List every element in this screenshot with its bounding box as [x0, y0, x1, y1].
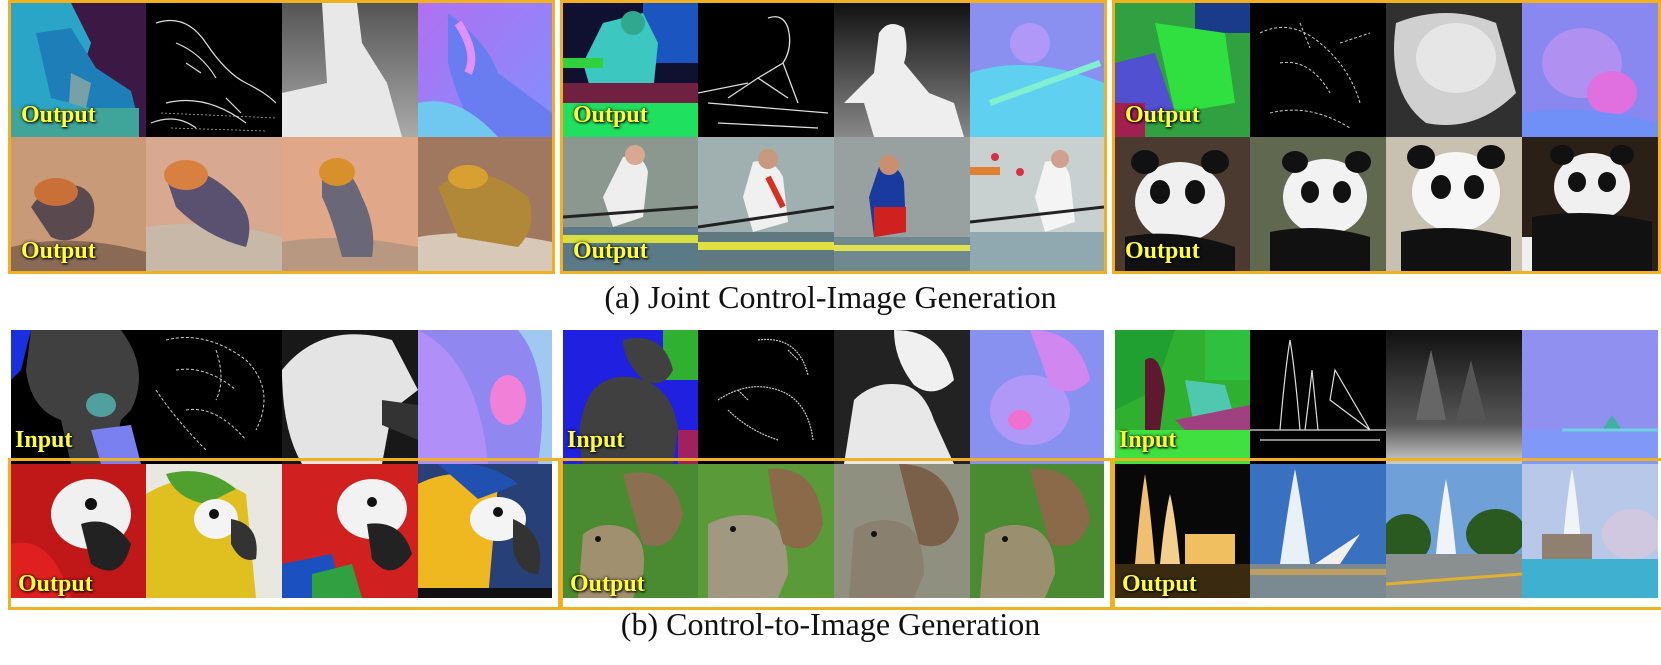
panel-squirrel-control: Input Output [560, 330, 1113, 610]
generated-image [563, 464, 698, 598]
generated-image [1115, 464, 1250, 598]
generated-image [418, 137, 552, 271]
caption-joint-generation: (a) Joint Control-Image Generation [604, 279, 1057, 315]
normal-map [1522, 3, 1658, 137]
output-frame [560, 458, 1113, 610]
generated-image [146, 137, 282, 271]
generated-image [698, 464, 834, 598]
generated-image [1250, 464, 1386, 598]
edge-map [698, 330, 834, 464]
segmentation-map [11, 330, 146, 464]
generated-image [563, 137, 698, 271]
generated-image [282, 137, 418, 271]
generated-image [1522, 137, 1658, 271]
edge-map [1250, 3, 1386, 137]
depth-map [1386, 330, 1522, 464]
caption-control-to-image: (b) Control-to-Image Generation [620, 606, 1041, 642]
normal-map [970, 330, 1104, 464]
generated-image [970, 464, 1104, 598]
generated-image [970, 137, 1104, 271]
panel-lizard-joint: Output Output [8, 0, 555, 274]
generated-image [11, 464, 146, 598]
generated-image [282, 464, 418, 598]
normal-map [1522, 330, 1658, 464]
edge-map [698, 3, 834, 137]
normal-map [418, 330, 552, 464]
panel-panda-joint: Output Output [1112, 0, 1661, 274]
depth-map [1386, 3, 1522, 137]
normal-map [970, 3, 1104, 137]
output-frame [8, 458, 561, 610]
depth-map [282, 330, 418, 464]
generated-image [1250, 137, 1386, 271]
generated-image [698, 137, 834, 271]
normal-map [418, 3, 552, 137]
depth-map [834, 3, 970, 137]
segmentation-map [563, 330, 698, 464]
generated-image [418, 464, 552, 598]
generated-image [1522, 464, 1658, 598]
panel-rower-joint: Output Output [560, 0, 1107, 274]
segmentation-map [563, 3, 698, 137]
panel-parrot-control: Input Output [8, 330, 561, 610]
generated-image [1386, 464, 1522, 598]
generated-image [834, 464, 970, 598]
generated-image [1115, 137, 1250, 271]
generated-image [834, 137, 970, 271]
depth-map [282, 3, 418, 137]
segmentation-map [11, 3, 146, 137]
output-frame [1112, 458, 1661, 610]
generated-image [1386, 137, 1522, 271]
generated-image [11, 137, 146, 271]
edge-map [1250, 330, 1386, 464]
segmentation-map [1115, 330, 1250, 464]
segmentation-map [1115, 3, 1250, 137]
panel-fountain-control: Input Output [1112, 330, 1661, 610]
generated-image [146, 464, 282, 598]
edge-map [146, 330, 282, 464]
depth-map [834, 330, 970, 464]
edge-map [146, 3, 282, 137]
